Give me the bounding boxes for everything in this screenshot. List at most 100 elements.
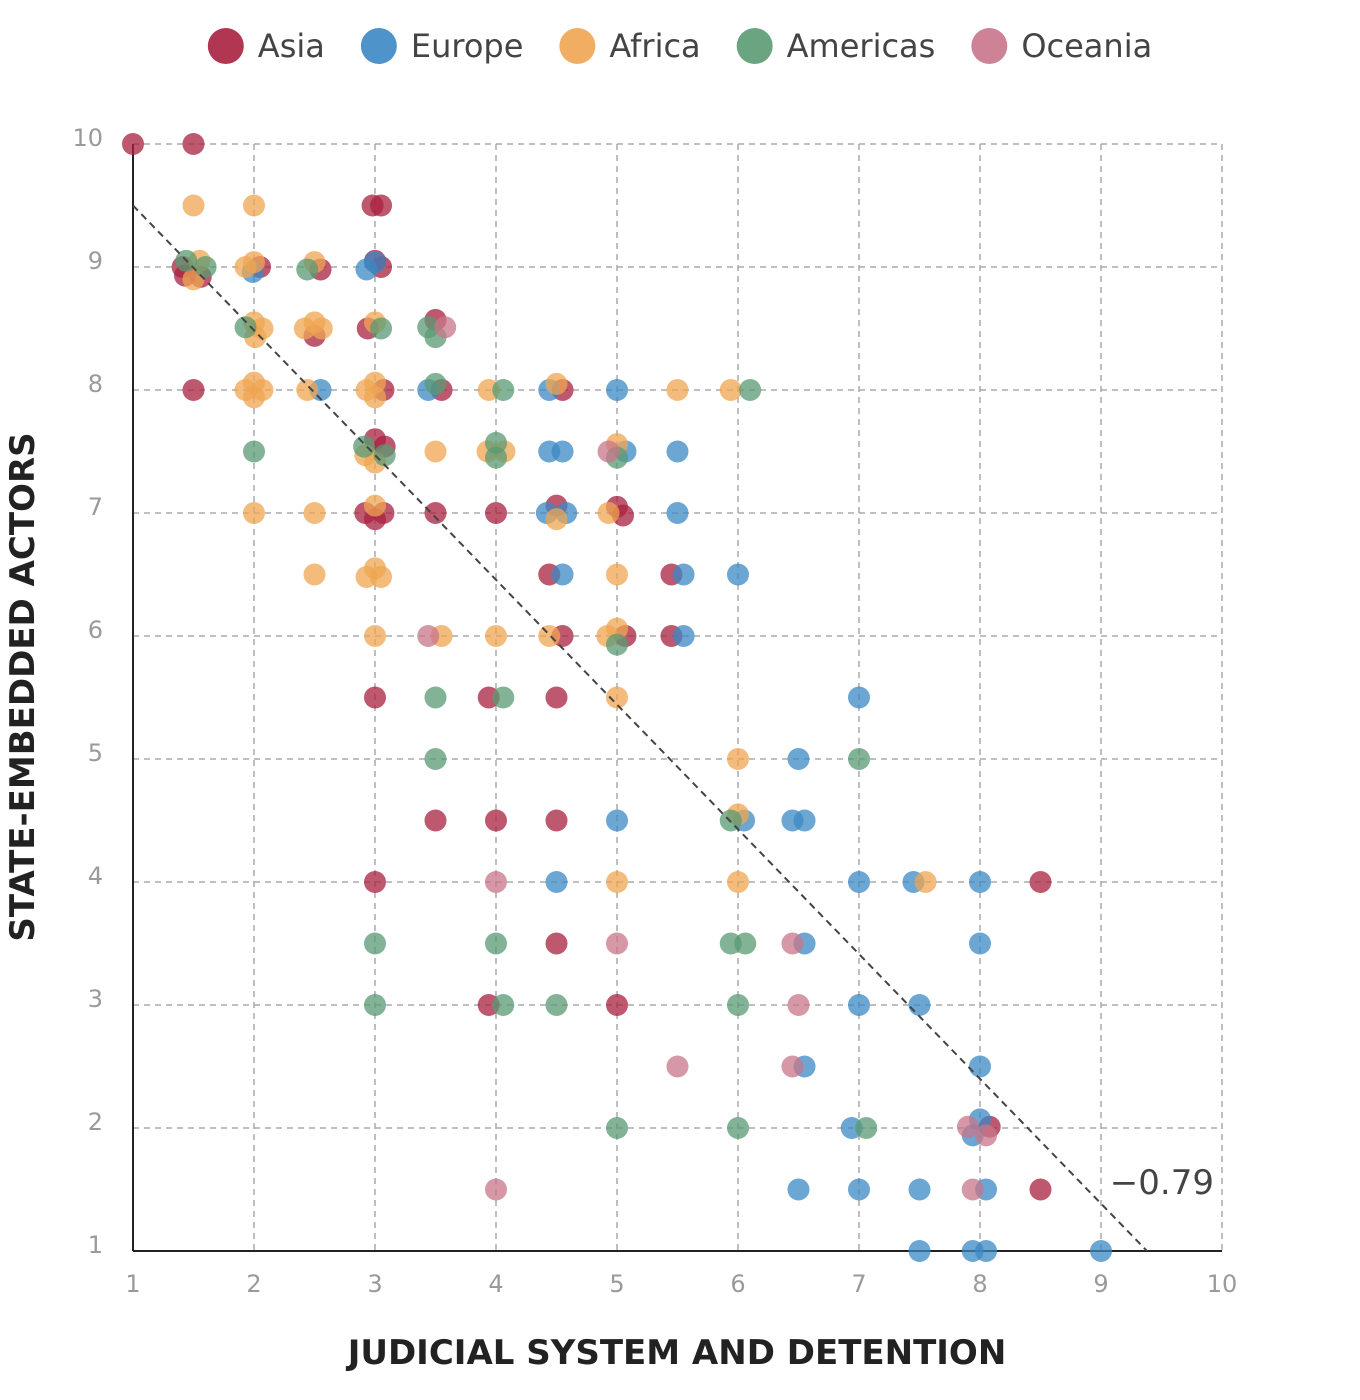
point bbox=[848, 686, 870, 709]
point bbox=[545, 809, 568, 832]
y-tick-label: 8 bbox=[88, 370, 103, 398]
point bbox=[666, 1055, 689, 1078]
point bbox=[364, 994, 386, 1016]
point bbox=[908, 1178, 931, 1201]
legend-item: Europe bbox=[360, 27, 524, 65]
legend-label: Asia bbox=[258, 27, 325, 65]
point bbox=[545, 932, 568, 955]
y-tick-label: 5 bbox=[88, 739, 103, 767]
point bbox=[296, 379, 319, 401]
point bbox=[182, 379, 205, 401]
x-tick-label: 9 bbox=[1093, 1270, 1108, 1298]
point bbox=[545, 686, 568, 709]
points bbox=[122, 133, 1148, 1262]
point bbox=[597, 502, 620, 524]
point bbox=[727, 871, 749, 893]
point bbox=[234, 316, 257, 339]
point bbox=[364, 625, 386, 647]
point bbox=[969, 1055, 991, 1078]
point bbox=[303, 502, 326, 524]
point bbox=[551, 563, 574, 586]
point bbox=[787, 1178, 810, 1201]
point bbox=[364, 686, 386, 709]
trend-line bbox=[132, 204, 1148, 1252]
point bbox=[597, 440, 620, 463]
point bbox=[370, 194, 393, 217]
point bbox=[672, 625, 695, 647]
point bbox=[485, 446, 507, 469]
legend-marker bbox=[971, 28, 1008, 64]
point bbox=[424, 748, 447, 770]
point bbox=[485, 1178, 507, 1201]
y-tick-label: 6 bbox=[88, 616, 103, 644]
legend-label: Africa bbox=[609, 27, 700, 65]
point bbox=[793, 809, 816, 832]
x-tick-label: 2 bbox=[246, 1270, 261, 1298]
point bbox=[848, 748, 870, 770]
point bbox=[606, 1117, 628, 1139]
point bbox=[787, 994, 810, 1016]
legend-marker bbox=[559, 28, 596, 64]
correlation-label: −0.79 bbox=[1110, 1163, 1214, 1203]
legend-item: Americas bbox=[736, 27, 936, 65]
point bbox=[424, 372, 447, 395]
point bbox=[606, 633, 628, 656]
point bbox=[243, 251, 265, 274]
y-tick-label: 1 bbox=[88, 1231, 103, 1259]
point bbox=[975, 1124, 998, 1147]
point bbox=[364, 932, 386, 955]
point bbox=[781, 1055, 804, 1078]
point bbox=[787, 748, 810, 770]
point bbox=[855, 1117, 878, 1139]
point bbox=[353, 435, 376, 458]
y-axis-title: STATE-EMBEDDED ACTORS bbox=[3, 432, 43, 941]
point bbox=[606, 563, 628, 586]
y-tick-label: 10 bbox=[72, 124, 103, 152]
point bbox=[485, 809, 507, 832]
point bbox=[969, 871, 991, 893]
point bbox=[182, 194, 205, 217]
legend-item: Africa bbox=[559, 27, 701, 65]
x-tick-label: 6 bbox=[730, 1270, 745, 1298]
point bbox=[606, 617, 628, 640]
point bbox=[606, 686, 628, 709]
point bbox=[1029, 871, 1052, 893]
x-tick-label: 7 bbox=[851, 1270, 866, 1298]
point bbox=[364, 251, 386, 274]
point bbox=[956, 1115, 979, 1138]
point bbox=[1090, 1240, 1112, 1262]
point bbox=[727, 994, 749, 1016]
x-tick-label: 10 bbox=[1207, 1270, 1238, 1298]
point bbox=[727, 1117, 749, 1139]
point bbox=[364, 494, 386, 517]
point bbox=[194, 256, 217, 278]
point bbox=[296, 258, 319, 281]
point bbox=[182, 133, 205, 155]
point bbox=[606, 871, 628, 893]
legend-label: Americas bbox=[787, 27, 936, 65]
point bbox=[666, 502, 689, 524]
point bbox=[310, 317, 333, 340]
legend: Asia Europe Africa Americas Oceania bbox=[207, 27, 1152, 65]
point bbox=[243, 194, 265, 217]
point bbox=[424, 502, 447, 524]
point bbox=[364, 871, 386, 893]
point bbox=[545, 372, 568, 395]
point bbox=[122, 133, 144, 155]
point bbox=[781, 932, 804, 955]
point bbox=[606, 932, 628, 955]
point bbox=[666, 379, 689, 401]
point bbox=[606, 994, 628, 1016]
point bbox=[545, 871, 568, 893]
point bbox=[485, 625, 507, 647]
x-tick-label: 1 bbox=[125, 1270, 140, 1298]
point bbox=[545, 994, 568, 1016]
point bbox=[492, 686, 515, 709]
point bbox=[434, 316, 457, 339]
point bbox=[848, 1178, 870, 1201]
legend-label: Europe bbox=[411, 27, 524, 65]
point bbox=[975, 1240, 998, 1262]
point bbox=[417, 625, 440, 647]
legend-item: Asia bbox=[207, 27, 325, 65]
